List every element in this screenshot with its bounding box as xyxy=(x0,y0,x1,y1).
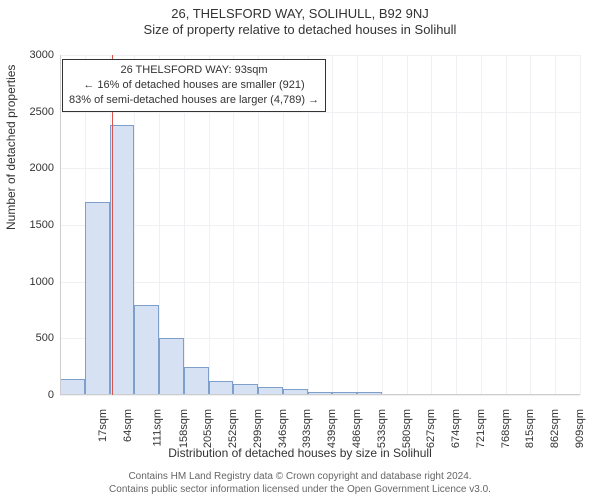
xtick-label: 346sqm xyxy=(277,409,289,448)
ytick-label: 3000 xyxy=(14,49,54,61)
chart-container: { "title1": "26, THELSFORD WAY, SOLIHULL… xyxy=(0,0,600,500)
grid-hline xyxy=(60,55,580,56)
xtick-label: 252sqm xyxy=(227,409,239,448)
xtick-label: 439sqm xyxy=(326,409,338,448)
xtick-label: 486sqm xyxy=(351,409,363,448)
ytick-label: 1500 xyxy=(14,219,54,231)
xtick-label: 815sqm xyxy=(524,409,536,448)
xtick-label: 533sqm xyxy=(376,409,388,448)
ytick-label: 500 xyxy=(14,332,54,344)
xtick-label: 674sqm xyxy=(450,409,462,448)
credits-line2: Contains public sector information licen… xyxy=(0,483,600,496)
chart-title-line2: Size of property relative to detached ho… xyxy=(0,22,600,37)
grid-hline xyxy=(60,395,580,396)
ytick-label: 2500 xyxy=(14,106,54,118)
histogram-bar xyxy=(110,125,135,395)
grid-hline xyxy=(60,225,580,226)
info-box-line2: ← 16% of detached houses are smaller (92… xyxy=(69,78,319,93)
histogram-bar xyxy=(184,367,209,395)
x-axis-label: Distribution of detached houses by size … xyxy=(0,446,600,460)
xtick-label: 17sqm xyxy=(97,409,109,442)
xtick-label: 721sqm xyxy=(475,409,487,448)
x-axis-line xyxy=(60,394,580,395)
histogram-bar xyxy=(159,338,184,395)
grid-hline xyxy=(60,112,580,113)
grid-hline xyxy=(60,282,580,283)
xtick-label: 862sqm xyxy=(549,409,561,448)
xtick-label: 580sqm xyxy=(401,409,413,448)
histogram-bar xyxy=(134,305,159,395)
histogram-bar xyxy=(60,379,85,395)
y-axis-line xyxy=(60,55,61,395)
chart-title-line1: 26, THELSFORD WAY, SOLIHULL, B92 9NJ xyxy=(0,6,600,21)
xtick-label: 111sqm xyxy=(151,409,163,447)
ytick-label: 0 xyxy=(14,389,54,401)
xtick-label: 299sqm xyxy=(252,409,264,448)
ytick-label: 1000 xyxy=(14,276,54,288)
xtick-label: 909sqm xyxy=(574,409,586,448)
y-axis-label: Number of detached properties xyxy=(4,65,18,230)
credits-line1: Contains HM Land Registry data © Crown c… xyxy=(0,470,600,483)
credits: Contains HM Land Registry data © Crown c… xyxy=(0,470,600,496)
xtick-label: 64sqm xyxy=(122,409,134,442)
ytick-label: 2000 xyxy=(14,162,54,174)
grid-vline xyxy=(580,55,581,395)
plot-area: 05001000150020002500300017sqm64sqm111sqm… xyxy=(60,55,580,395)
xtick-label: 158sqm xyxy=(178,409,190,448)
xtick-label: 768sqm xyxy=(500,409,512,448)
xtick-label: 627sqm xyxy=(425,409,437,448)
histogram-bar xyxy=(85,202,110,395)
grid-hline xyxy=(60,168,580,169)
info-box: 26 THELSFORD WAY: 93sqm← 16% of detached… xyxy=(62,59,326,112)
xtick-label: 393sqm xyxy=(302,409,314,448)
xtick-label: 205sqm xyxy=(203,409,215,448)
info-box-line3: 83% of semi-detached houses are larger (… xyxy=(69,93,319,108)
info-box-line1: 26 THELSFORD WAY: 93sqm xyxy=(69,63,319,78)
histogram-bar xyxy=(209,381,234,395)
